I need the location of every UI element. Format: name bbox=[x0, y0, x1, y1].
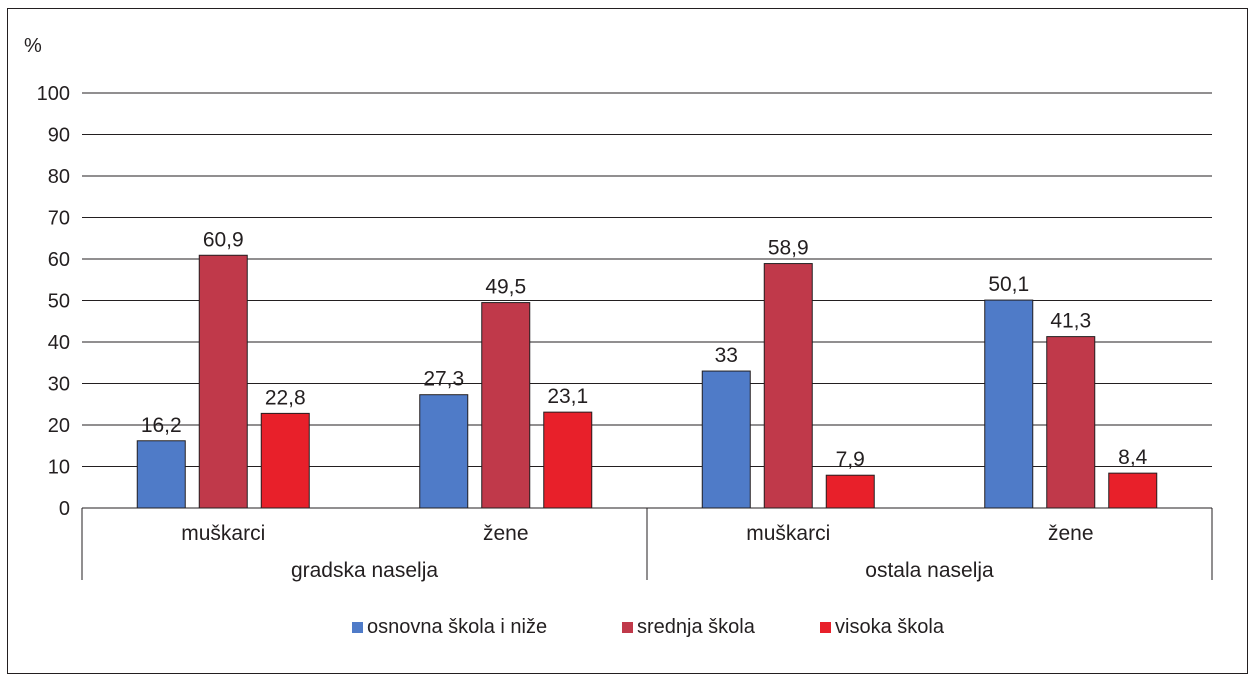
data-label: 33 bbox=[715, 344, 738, 367]
y-tick-label: 90 bbox=[48, 125, 70, 147]
data-label: 27,3 bbox=[423, 368, 464, 391]
group-label: ostala naselja bbox=[865, 559, 994, 582]
y-tick-label: 80 bbox=[48, 166, 70, 188]
data-label: 50,1 bbox=[988, 273, 1029, 296]
data-label: 8,4 bbox=[1118, 446, 1148, 469]
bar bbox=[984, 299, 1034, 509]
bar bbox=[825, 474, 875, 509]
y-tick-label: 60 bbox=[48, 249, 70, 271]
y-tick-label: 50 bbox=[48, 291, 70, 313]
y-tick-label: 100 bbox=[37, 83, 70, 105]
bar bbox=[543, 411, 593, 509]
bar bbox=[1046, 336, 1096, 509]
data-label: 58,9 bbox=[768, 237, 809, 260]
data-label: 41,3 bbox=[1050, 310, 1091, 333]
category-label: muškarci bbox=[746, 522, 830, 545]
y-tick-label: 20 bbox=[48, 415, 70, 437]
y-tick-label: 30 bbox=[48, 374, 70, 396]
bar bbox=[701, 370, 751, 509]
bar bbox=[419, 394, 469, 509]
bar bbox=[198, 254, 248, 509]
legend-label: osnovna škola i niže bbox=[367, 616, 547, 638]
bar bbox=[1108, 472, 1158, 509]
data-label: 22,8 bbox=[265, 386, 306, 409]
y-tick-label: 10 bbox=[48, 457, 70, 479]
legend-swatch bbox=[820, 622, 831, 633]
bar bbox=[763, 263, 813, 509]
y-tick-label: 0 bbox=[59, 498, 70, 520]
bar bbox=[260, 412, 310, 509]
legend-label: srednja škola bbox=[637, 616, 756, 638]
data-label: 23,1 bbox=[547, 385, 588, 408]
category-label: žene bbox=[483, 522, 529, 545]
legend-swatch bbox=[352, 622, 363, 633]
group-label: gradska naselja bbox=[291, 559, 438, 582]
y-axis-unit-label: % bbox=[24, 35, 42, 57]
bar bbox=[481, 302, 531, 509]
category-label: muškarci bbox=[181, 522, 265, 545]
y-tick-label: 70 bbox=[48, 208, 70, 230]
data-label: 49,5 bbox=[485, 276, 526, 299]
data-label: 7,9 bbox=[836, 448, 865, 471]
bar bbox=[136, 440, 186, 509]
data-label: 60,9 bbox=[203, 228, 244, 251]
legend-label: visoka škola bbox=[835, 616, 945, 638]
data-label: 16,2 bbox=[141, 414, 182, 437]
category-label: žene bbox=[1048, 522, 1094, 545]
chart-frame bbox=[7, 8, 1248, 674]
legend-swatch bbox=[622, 622, 633, 633]
y-tick-label: 40 bbox=[48, 332, 70, 354]
